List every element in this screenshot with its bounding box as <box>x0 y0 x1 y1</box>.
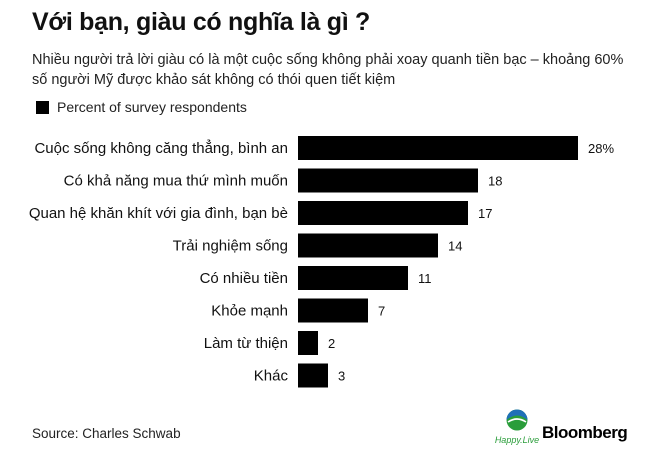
value-label: 28% <box>588 141 614 156</box>
value-label: 17 <box>478 206 492 221</box>
value-label: 7 <box>378 304 385 319</box>
value-label: 11 <box>418 271 432 286</box>
legend: Percent of survey respondents <box>36 99 247 115</box>
value-label: 3 <box>338 369 345 384</box>
chart-subtitle: Nhiều người trả lời giàu có là một cuộc … <box>32 52 624 88</box>
bar <box>298 298 368 323</box>
category-label: Cuộc sống không căng thẳng, bình an <box>34 139 288 157</box>
bar <box>298 331 318 355</box>
category-label: Trải nghiệm sống <box>173 238 288 255</box>
happylive-logo-icon <box>506 409 528 431</box>
category-label: Có nhiều tiền <box>200 270 288 287</box>
category-label: Khác <box>254 368 289 385</box>
legend-swatch <box>36 100 49 114</box>
value-label: 2 <box>328 336 335 351</box>
bar <box>298 363 328 388</box>
category-label: Khỏe mạnh <box>211 303 288 320</box>
category-label: Làm từ thiện <box>204 335 288 352</box>
value-label: 14 <box>448 239 462 254</box>
bar <box>298 168 478 193</box>
value-label: 18 <box>488 174 502 189</box>
bar <box>298 233 438 258</box>
bar <box>298 266 408 290</box>
chart-title: Với bạn, giàu có nghĩa là gì ? <box>32 8 370 36</box>
category-label: Có khả năng mua thứ mình muốn <box>64 173 288 190</box>
happylive-logo: Happy.Live <box>494 409 540 445</box>
source-note: Source: Charles Schwab <box>32 426 181 441</box>
legend-label: Percent of survey respondents <box>57 99 247 115</box>
bar <box>298 136 578 160</box>
category-label: Quan hệ khăn khít với gia đình, bạn bè <box>29 205 288 222</box>
happylive-logo-text: Happy.Live <box>494 435 540 445</box>
bloomberg-logo: Bloomberg <box>542 423 628 442</box>
bar <box>298 201 468 225</box>
